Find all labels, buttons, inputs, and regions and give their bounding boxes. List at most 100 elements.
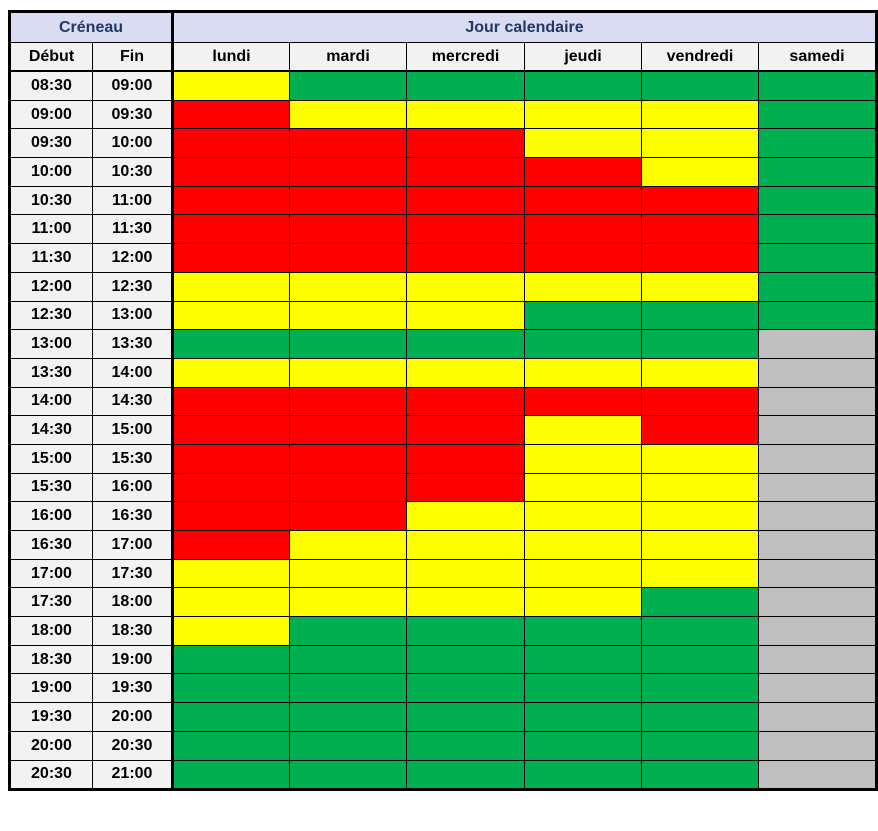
- availability-cell-samedi-1500[interactable]: [758, 443, 877, 474]
- availability-cell-mercredi-1230[interactable]: [406, 300, 525, 331]
- availability-cell-lundi-1930[interactable]: [172, 702, 290, 732]
- availability-cell-vendredi-1330[interactable]: [641, 357, 759, 388]
- fin-time-cell[interactable]: 16:00: [92, 472, 174, 503]
- availability-cell-samedi-0900[interactable]: [758, 99, 877, 130]
- availability-cell-samedi-1730[interactable]: [758, 587, 877, 618]
- fin-time-cell[interactable]: 20:30: [92, 730, 174, 761]
- availability-cell-mercredi-1600[interactable]: [406, 501, 525, 531]
- availability-cell-lundi-1330[interactable]: [172, 357, 290, 388]
- availability-cell-lundi-1730[interactable]: [172, 587, 290, 618]
- availability-cell-lundi-1800[interactable]: [172, 616, 290, 646]
- availability-cell-mardi-1930[interactable]: [289, 702, 407, 732]
- availability-cell-lundi-1230[interactable]: [172, 300, 290, 331]
- availability-cell-samedi-1900[interactable]: [758, 673, 877, 704]
- availability-cell-lundi-1030[interactable]: [172, 185, 290, 216]
- availability-cell-jeudi-1630[interactable]: [524, 530, 642, 560]
- availability-cell-mardi-1600[interactable]: [289, 501, 407, 531]
- availability-cell-mercredi-1730[interactable]: [406, 587, 525, 618]
- availability-cell-mercredi-2000[interactable]: [406, 730, 525, 761]
- availability-cell-mardi-0930[interactable]: [289, 128, 407, 159]
- fin-time-cell[interactable]: 15:00: [92, 415, 174, 445]
- availability-cell-vendredi-1230[interactable]: [641, 300, 759, 331]
- availability-cell-vendredi-1100[interactable]: [641, 214, 759, 245]
- day-header-lundi[interactable]: lundi: [172, 42, 290, 72]
- debut-time-cell[interactable]: 11:30: [9, 243, 93, 273]
- availability-cell-mercredi-1300[interactable]: [406, 329, 525, 359]
- availability-cell-samedi-2030[interactable]: [758, 759, 877, 791]
- availability-cell-mercredi-0930[interactable]: [406, 128, 525, 159]
- availability-cell-jeudi-1200[interactable]: [524, 271, 642, 302]
- availability-cell-mercredi-1700[interactable]: [406, 558, 525, 589]
- availability-cell-lundi-1100[interactable]: [172, 214, 290, 245]
- availability-cell-mercredi-1030[interactable]: [406, 185, 525, 216]
- availability-cell-mercredi-1130[interactable]: [406, 243, 525, 273]
- availability-cell-samedi-1230[interactable]: [758, 300, 877, 331]
- availability-cell-vendredi-1130[interactable]: [641, 243, 759, 273]
- availability-cell-jeudi-1930[interactable]: [524, 702, 642, 732]
- day-header-samedi[interactable]: samedi: [758, 42, 877, 72]
- debut-time-cell[interactable]: 19:30: [9, 702, 93, 732]
- availability-cell-mardi-1900[interactable]: [289, 673, 407, 704]
- availability-cell-vendredi-1600[interactable]: [641, 501, 759, 531]
- fin-time-cell[interactable]: 17:00: [92, 530, 174, 560]
- day-header-mardi[interactable]: mardi: [289, 42, 407, 72]
- availability-cell-samedi-1200[interactable]: [758, 271, 877, 302]
- fin-time-cell[interactable]: 16:30: [92, 501, 174, 531]
- availability-cell-samedi-1630[interactable]: [758, 530, 877, 560]
- availability-cell-mercredi-1500[interactable]: [406, 443, 525, 474]
- debut-time-cell[interactable]: 20:00: [9, 730, 93, 761]
- availability-cell-jeudi-0900[interactable]: [524, 99, 642, 130]
- debut-time-cell[interactable]: 12:30: [9, 300, 93, 331]
- fin-time-cell[interactable]: 18:30: [92, 616, 174, 646]
- availability-cell-vendredi-1400[interactable]: [641, 386, 759, 417]
- availability-cell-vendredi-2030[interactable]: [641, 759, 759, 791]
- availability-cell-samedi-1530[interactable]: [758, 472, 877, 503]
- availability-cell-lundi-1530[interactable]: [172, 472, 290, 503]
- availability-cell-lundi-1500[interactable]: [172, 443, 290, 474]
- availability-cell-lundi-1830[interactable]: [172, 644, 290, 675]
- availability-cell-mardi-1000[interactable]: [289, 157, 407, 187]
- availability-cell-mercredi-1930[interactable]: [406, 702, 525, 732]
- availability-cell-vendredi-1030[interactable]: [641, 185, 759, 216]
- debut-time-cell[interactable]: 09:30: [9, 128, 93, 159]
- availability-cell-mercredi-1530[interactable]: [406, 472, 525, 503]
- fin-time-cell[interactable]: 10:30: [92, 157, 174, 187]
- fin-time-cell[interactable]: 13:00: [92, 300, 174, 331]
- availability-cell-mercredi-0900[interactable]: [406, 99, 525, 130]
- debut-time-cell[interactable]: 14:30: [9, 415, 93, 445]
- availability-cell-mardi-1800[interactable]: [289, 616, 407, 646]
- day-header-jeudi[interactable]: jeudi: [524, 42, 642, 72]
- fin-time-cell[interactable]: 12:00: [92, 243, 174, 273]
- debut-time-cell[interactable]: 13:30: [9, 357, 93, 388]
- debut-column-header[interactable]: Début: [9, 42, 93, 72]
- fin-time-cell[interactable]: 14:30: [92, 386, 174, 417]
- availability-cell-mardi-1030[interactable]: [289, 185, 407, 216]
- availability-cell-jeudi-1300[interactable]: [524, 329, 642, 359]
- availability-cell-mercredi-1900[interactable]: [406, 673, 525, 704]
- availability-cell-lundi-0900[interactable]: [172, 99, 290, 130]
- availability-cell-jeudi-1700[interactable]: [524, 558, 642, 589]
- availability-cell-mardi-1630[interactable]: [289, 530, 407, 560]
- debut-time-cell[interactable]: 16:30: [9, 530, 93, 560]
- debut-time-cell[interactable]: 10:00: [9, 157, 93, 187]
- availability-cell-jeudi-2000[interactable]: [524, 730, 642, 761]
- fin-time-cell[interactable]: 12:30: [92, 271, 174, 302]
- availability-cell-lundi-0830[interactable]: [172, 70, 290, 101]
- availability-cell-samedi-0930[interactable]: [758, 128, 877, 159]
- availability-cell-jeudi-1130[interactable]: [524, 243, 642, 273]
- fin-time-cell[interactable]: 11:30: [92, 214, 174, 245]
- fin-time-cell[interactable]: 14:00: [92, 357, 174, 388]
- fin-time-cell[interactable]: 09:30: [92, 99, 174, 130]
- availability-cell-vendredi-0930[interactable]: [641, 128, 759, 159]
- availability-cell-mardi-2000[interactable]: [289, 730, 407, 761]
- availability-cell-mardi-1830[interactable]: [289, 644, 407, 675]
- availability-cell-jeudi-1530[interactable]: [524, 472, 642, 503]
- availability-cell-mardi-1200[interactable]: [289, 271, 407, 302]
- fin-time-cell[interactable]: 09:00: [92, 70, 174, 101]
- debut-time-cell[interactable]: 08:30: [9, 70, 93, 101]
- availability-cell-samedi-1600[interactable]: [758, 501, 877, 531]
- debut-time-cell[interactable]: 09:00: [9, 99, 93, 130]
- fin-time-cell[interactable]: 17:30: [92, 558, 174, 589]
- availability-cell-mardi-1100[interactable]: [289, 214, 407, 245]
- availability-cell-jeudi-1030[interactable]: [524, 185, 642, 216]
